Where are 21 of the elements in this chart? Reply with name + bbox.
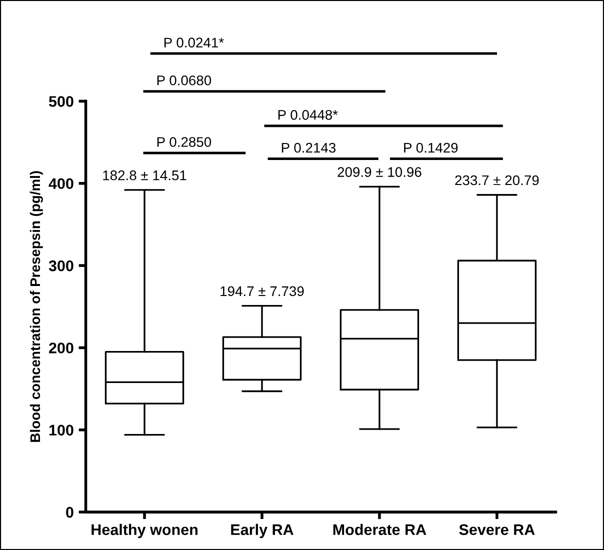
annotation: P 0.2143: [282, 142, 336, 153]
y-tick-label: 500: [48, 96, 74, 107]
text: P 0.0680: [157, 75, 212, 86]
annotation: 209.9 ± 10.96: [338, 167, 422, 177]
annotation: P 0.0448*: [278, 110, 338, 120]
y-tick-label: 100: [49, 424, 74, 436]
x-tick-label: Moderate RA: [333, 524, 426, 536]
annotation: P 0.2850: [157, 137, 212, 147]
x-tick-label: Early RA: [231, 524, 294, 538]
y-tick-label: 0: [66, 506, 74, 518]
annotation: 182.8 ± 14.51: [103, 170, 186, 180]
text: P 0.0241*: [164, 38, 224, 48]
y-tick-label: 300: [48, 260, 74, 272]
y-tick-label: 200: [49, 342, 74, 354]
annotation: P 0.1429: [404, 142, 458, 153]
x-tick-label: Healthy wonen: [92, 524, 198, 538]
y-axis-title: Blood concentration of Presepsin (pg/ml): [30, 171, 43, 442]
annotation: 233.7 ± 20.79: [455, 175, 539, 186]
annotation: 194.7 ± 7.739: [220, 286, 304, 296]
x-tick-label: Severe RA: [459, 524, 535, 536]
y-tick-label: 400: [48, 178, 74, 190]
